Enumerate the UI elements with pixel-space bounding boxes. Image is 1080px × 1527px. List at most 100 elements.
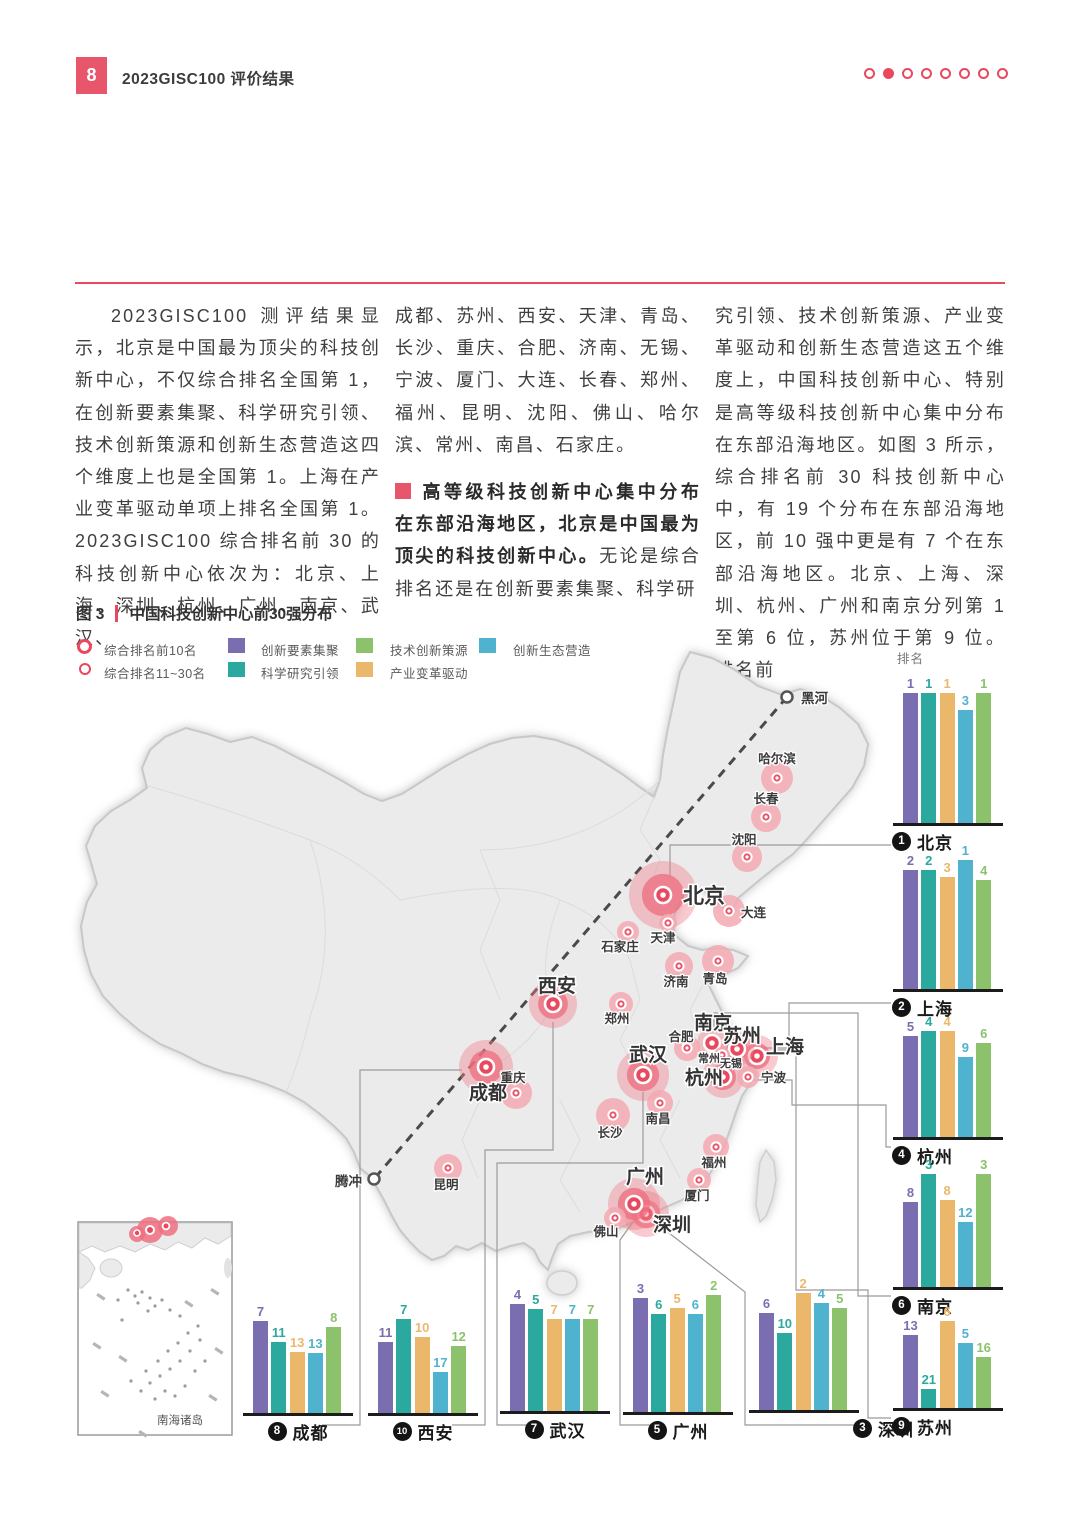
paragraph: 2023GISC100 测评结果显示，北京是中国最为顶尖的科技创新中心，不仅综合… bbox=[75, 306, 381, 649]
legend-label-eco-build: 创新生态营造 bbox=[513, 644, 592, 658]
bar-rank-value: 1 bbox=[906, 676, 915, 691]
bar-产业变革驱动 bbox=[289, 1352, 305, 1413]
bar-rank-value: 1 bbox=[925, 676, 933, 691]
chart-city-name: 苏州 bbox=[917, 1418, 953, 1438]
bar-创新要素集聚 bbox=[903, 870, 918, 989]
legend-top10-ring-icon bbox=[77, 639, 92, 654]
chart-city-label-杭州: 4 杭州 bbox=[892, 1143, 953, 1167]
bar-技术创新策源 bbox=[976, 1043, 992, 1137]
bar-rank-value: 2 bbox=[925, 853, 933, 868]
province-borders bbox=[147, 779, 707, 1213]
bar-rank-value: 6 bbox=[655, 1297, 663, 1312]
city-label-武汉: 武汉 bbox=[629, 1044, 668, 1066]
city-label-郑州: 郑州 bbox=[604, 1011, 629, 1026]
city-marker-tier2-合肥 bbox=[674, 1035, 700, 1061]
city-marker-tier2-沈阳 bbox=[732, 842, 762, 872]
bar-科学研究引领 bbox=[921, 1174, 937, 1287]
bar-rank-value: 3 bbox=[943, 860, 951, 875]
rank-badge: 7 bbox=[524, 1419, 544, 1439]
city-marker-tier2-石家庄 bbox=[617, 921, 639, 943]
legend-swatch-tech-source bbox=[356, 638, 373, 653]
inset-island-dashes bbox=[92, 1287, 224, 1438]
endpoint-label-腾冲: 腾冲 bbox=[335, 1173, 362, 1189]
city-label-西安: 西安 bbox=[538, 974, 576, 997]
pagination-dot bbox=[940, 68, 951, 79]
bar-创新要素集聚 bbox=[633, 1298, 648, 1412]
inset-label: 南海诸岛 bbox=[157, 1413, 203, 1427]
legend-label-innovation-elements: 创新要素集聚 bbox=[261, 644, 340, 658]
figure-divider-icon bbox=[115, 604, 119, 622]
bar-科学研究引领 bbox=[921, 870, 937, 989]
bar-产业变革驱动 bbox=[546, 1319, 562, 1411]
city-marker-tier2-青岛 bbox=[702, 945, 734, 977]
rank-badge: 8 bbox=[267, 1421, 287, 1441]
city-label-宁波: 宁波 bbox=[761, 1070, 787, 1085]
city-label-上海: 上海 bbox=[766, 1035, 804, 1058]
inset-island-dots bbox=[116, 1288, 207, 1401]
rank-chart-苏州: 13 21 6 5 16 bbox=[893, 1258, 1003, 1411]
legend-swatch-eco-build bbox=[479, 638, 496, 653]
inset-east-land bbox=[224, 1258, 232, 1278]
pagination-dot bbox=[883, 68, 894, 79]
bar-rank-value: 6 bbox=[980, 1026, 988, 1041]
chart-city-name: 广州 bbox=[672, 1422, 709, 1442]
bar-技术创新策源 bbox=[583, 1319, 599, 1411]
bar-rank-value: 3 bbox=[980, 1157, 988, 1172]
rank-chart-西安: 11 7 10 17 12 bbox=[368, 1263, 478, 1416]
rank-badge: 6 bbox=[892, 1295, 911, 1315]
bar-rank-value: 16 bbox=[976, 1340, 991, 1355]
city-label-合肥: 合肥 bbox=[668, 1029, 694, 1044]
bar-科学研究引领 bbox=[777, 1333, 793, 1410]
rank-chart-成都: 7 11 13 13 8 bbox=[243, 1263, 353, 1416]
connector-line bbox=[322, 1069, 462, 1426]
figure-title: 中国科技创新中心前30强分布 bbox=[129, 606, 333, 623]
section-divider bbox=[75, 282, 1005, 284]
chart-city-label-苏州: 9 苏州 bbox=[892, 1414, 953, 1438]
bar-创新要素集聚 bbox=[510, 1304, 525, 1411]
city-label-大连: 大连 bbox=[741, 905, 767, 920]
rank-axis-label: 排名 bbox=[897, 652, 925, 666]
city-marker-tier2-哈尔滨 bbox=[761, 762, 793, 794]
chart-city-label-成都: 8 成都 bbox=[243, 1419, 353, 1443]
rank-badge: 10 bbox=[392, 1421, 412, 1441]
bar-创新要素集聚 bbox=[759, 1313, 774, 1410]
bar-rank-value: 1 bbox=[980, 676, 988, 691]
bar-科学研究引领 bbox=[396, 1319, 412, 1413]
bar-科学研究引领 bbox=[528, 1309, 544, 1411]
legend-top10-label: 综合排名前10名 bbox=[104, 644, 197, 658]
city-label-佛山: 佛山 bbox=[592, 1224, 618, 1239]
city-marker-tier2-佛山 bbox=[604, 1207, 626, 1229]
city-label-重庆: 重庆 bbox=[500, 1070, 526, 1085]
bar-技术创新策源 bbox=[832, 1308, 848, 1410]
bar-rank-value: 8 bbox=[330, 1310, 338, 1325]
bar-创新要素集聚 bbox=[253, 1321, 268, 1413]
bar-rank-value: 5 bbox=[961, 1326, 969, 1341]
bar-创新生态营造 bbox=[957, 1057, 973, 1137]
bar-rank-value: 7 bbox=[256, 1304, 265, 1319]
chart-city-name: 武汉 bbox=[549, 1421, 586, 1441]
bar-rank-value: 6 bbox=[691, 1297, 699, 1312]
bar-rank-value: 6 bbox=[762, 1296, 771, 1311]
bar-科学研究引领 bbox=[921, 1389, 937, 1408]
legend-11-30-label: 综合排名11~30名 bbox=[104, 667, 206, 681]
connector-line bbox=[659, 1225, 856, 1426]
bar-创新要素集聚 bbox=[903, 1202, 918, 1287]
bar-rank-value: 4 bbox=[925, 1014, 933, 1029]
connector-line bbox=[743, 1079, 891, 1148]
bar-rank-value: 17 bbox=[433, 1355, 448, 1370]
city-marker-top10-西安 bbox=[529, 980, 577, 1028]
bar-rank-value: 5 bbox=[906, 1019, 915, 1034]
bar-rank-value: 13 bbox=[308, 1336, 323, 1351]
rank-badge: 5 bbox=[647, 1420, 667, 1440]
city-label-哈尔滨: 哈尔滨 bbox=[758, 751, 796, 766]
header-pagination bbox=[864, 68, 1008, 79]
city-marker-tier2-福州 bbox=[703, 1134, 729, 1160]
legend-swatch-industry-drive bbox=[356, 662, 373, 677]
bar-rank-value: 13 bbox=[289, 1335, 305, 1350]
rank-badge: 2 bbox=[892, 997, 911, 1017]
text-column-3: 究引领、技术创新策源、产业变革驱动和创新生态营造这五个维度上，中国科技创新中心、… bbox=[715, 300, 1006, 686]
city-label-厦门: 厦门 bbox=[684, 1188, 709, 1203]
